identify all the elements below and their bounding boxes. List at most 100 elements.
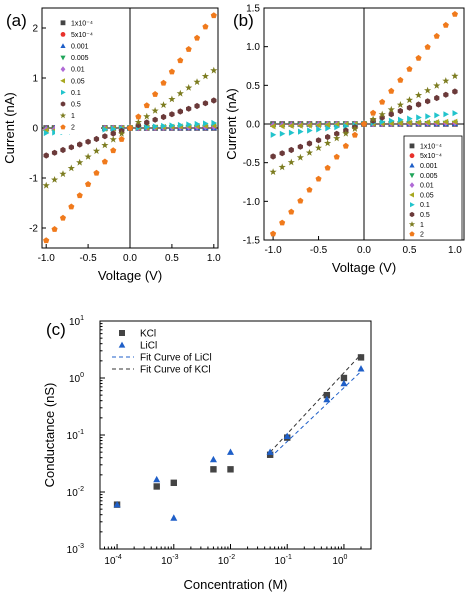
data-point xyxy=(406,104,413,111)
x-tick-exponent: -1 xyxy=(286,554,292,561)
x-tick-label: -1.0 xyxy=(38,253,56,264)
data-point xyxy=(177,121,184,129)
data-point xyxy=(153,475,161,483)
data-point xyxy=(68,144,74,151)
data-point xyxy=(425,113,431,120)
legend-entry: 2 xyxy=(71,125,75,132)
data-point xyxy=(434,94,440,102)
data-point xyxy=(288,208,295,215)
data-point xyxy=(325,133,331,141)
data-point xyxy=(210,12,217,19)
data-point xyxy=(209,455,217,463)
legend-entry: 0.1 xyxy=(420,202,430,209)
data-point xyxy=(442,21,449,28)
y-tick-exponent: -3 xyxy=(78,543,84,550)
data-point xyxy=(169,111,175,118)
data-point xyxy=(135,113,142,120)
legend-entry: Fit Curve of KCl xyxy=(140,365,211,376)
data-point xyxy=(433,119,440,126)
data-point xyxy=(68,203,75,210)
data-point xyxy=(360,120,368,127)
data-point xyxy=(288,146,294,154)
x-tick-label: 100 xyxy=(332,554,347,567)
legend-marker xyxy=(409,153,415,159)
data-point xyxy=(85,181,92,187)
data-point xyxy=(340,379,348,387)
data-point xyxy=(307,127,313,134)
legend-marker xyxy=(60,43,66,48)
data-point xyxy=(186,121,192,128)
x-tick-exponent: -4 xyxy=(116,554,122,561)
data-point xyxy=(210,66,218,74)
data-point xyxy=(110,147,117,154)
x-tick-label: 0.5 xyxy=(165,253,179,264)
data-point xyxy=(323,391,331,399)
data-point xyxy=(316,126,322,133)
legend-marker xyxy=(119,330,125,336)
y-tick-exponent: -1 xyxy=(78,429,84,436)
legend-entry: 1 xyxy=(420,222,424,229)
y-tick-label: 1 xyxy=(32,74,38,85)
data-point xyxy=(323,395,331,403)
data-point xyxy=(101,158,108,165)
data-point xyxy=(370,109,377,116)
data-point xyxy=(442,118,449,125)
data-point xyxy=(451,118,458,125)
data-point xyxy=(406,119,412,126)
y-tick-exponent: 0 xyxy=(80,372,84,379)
legend-marker xyxy=(61,89,66,95)
data-point xyxy=(279,130,286,137)
data-point xyxy=(93,169,100,176)
data-point xyxy=(92,147,101,155)
data-point xyxy=(118,130,126,137)
data-point xyxy=(451,11,458,17)
data-point xyxy=(102,126,109,133)
data-point xyxy=(425,98,431,105)
legend-entry: 0.1 xyxy=(71,90,81,97)
y-tick-label: 1.0 xyxy=(246,42,260,53)
data-point xyxy=(433,32,440,39)
data-point xyxy=(266,448,274,455)
data-point xyxy=(442,77,450,84)
data-point xyxy=(379,98,386,105)
data-point xyxy=(76,192,83,199)
x-tick-exponent: 0 xyxy=(344,554,348,561)
y-tick-exponent: 1 xyxy=(80,315,84,322)
data-point xyxy=(315,144,323,151)
data-point xyxy=(110,130,116,137)
data-point xyxy=(169,122,176,129)
data-point xyxy=(160,113,167,121)
x-tick-label: 10-3 xyxy=(161,554,178,567)
data-point xyxy=(407,115,413,122)
data-point xyxy=(379,118,386,125)
data-point xyxy=(118,136,125,142)
data-point xyxy=(325,125,331,132)
data-point xyxy=(152,123,159,130)
data-point xyxy=(415,119,421,126)
data-point xyxy=(194,120,201,128)
y-tick-label: 0.0 xyxy=(246,120,260,131)
fit-line xyxy=(269,371,362,459)
data-point xyxy=(85,138,91,145)
panel-label: (b) xyxy=(233,11,254,30)
data-point xyxy=(126,124,134,131)
legend-marker xyxy=(118,341,126,348)
data-point xyxy=(60,146,66,154)
data-point xyxy=(306,186,313,193)
fit-line xyxy=(269,354,362,453)
data-point xyxy=(193,78,201,86)
legend-entry: 1x10⁻⁴ xyxy=(71,20,93,27)
data-point xyxy=(67,164,75,172)
data-point xyxy=(202,100,209,107)
data-point xyxy=(406,65,413,72)
data-point xyxy=(287,158,295,166)
data-point xyxy=(42,181,50,189)
data-point xyxy=(43,237,50,244)
data-point xyxy=(170,479,177,487)
data-point xyxy=(134,118,142,126)
legend-marker xyxy=(60,101,66,107)
x-tick-label: 0.5 xyxy=(403,245,417,256)
data-point xyxy=(152,91,159,97)
data-point xyxy=(201,72,209,80)
legend-marker xyxy=(409,182,415,188)
